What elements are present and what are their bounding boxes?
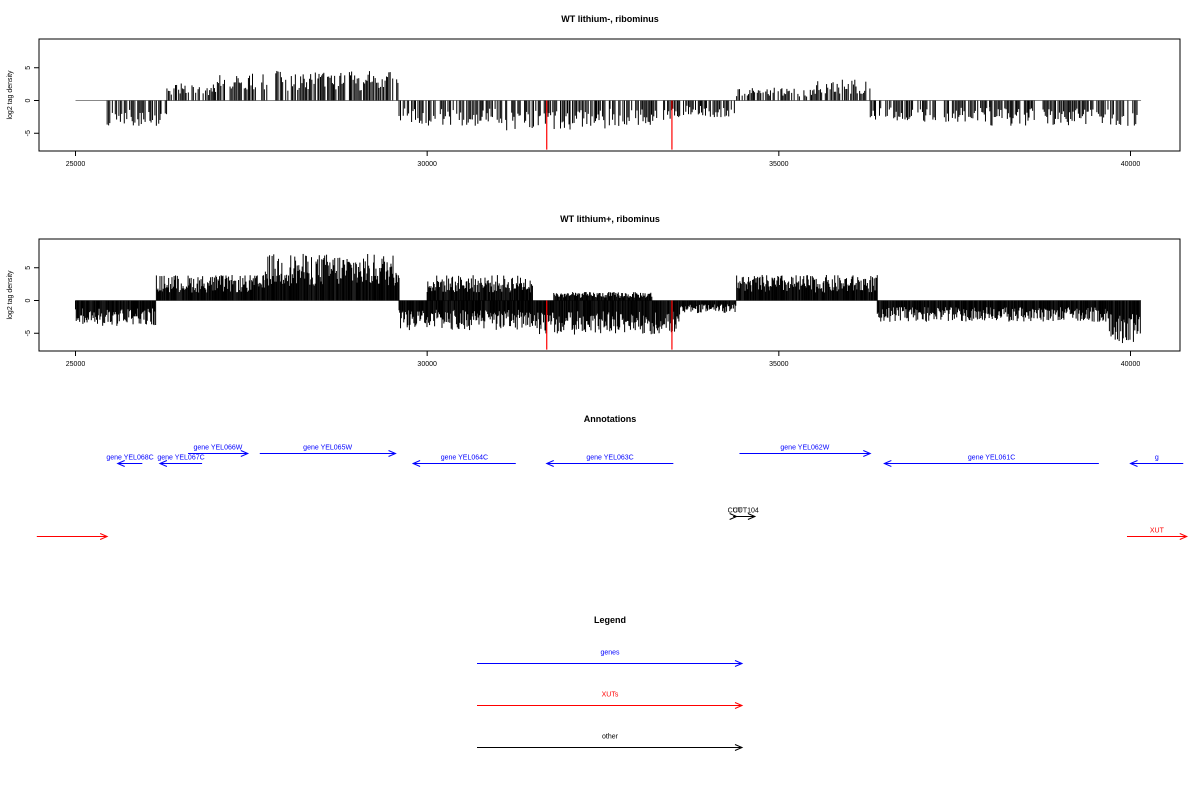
annotation-label: gene YEL062W: [780, 445, 829, 452]
annotation-feature: gene YEL064C: [411, 455, 516, 467]
y-tick-label: 0: [25, 98, 32, 102]
legend-item: XUTs: [477, 692, 744, 709]
annotation-arrowhead: [1129, 460, 1138, 467]
legend-label: XUTs: [602, 692, 619, 699]
panel-1-y-axis: -5 0 5: [25, 66, 39, 136]
annotation-feature: gene YEL063C: [545, 455, 674, 467]
panel-1-title: WT lithium-, ribominus: [561, 14, 659, 24]
annotation-label: CUT: [728, 508, 743, 515]
annotations-title: Annotations: [584, 414, 637, 424]
legend-label: other: [602, 734, 619, 741]
annotation-label: gene YEL068C: [106, 455, 153, 462]
annotation-arrowhead: [411, 460, 421, 467]
x-tick-label: 40000: [1121, 361, 1141, 368]
panel-2-title: WT lithium+, ribominus: [560, 214, 660, 224]
annotation-arrowhead: [1179, 533, 1189, 540]
annotation-feature: g: [1129, 455, 1184, 467]
panel-2-ylabel: log2 tag density: [7, 270, 14, 320]
annotation-arrowhead: [116, 460, 125, 467]
annotation-label: CUT104: [733, 508, 759, 515]
x-tick-label: 30000: [417, 161, 437, 168]
panel-2-x-axis: 25000 30000 35000 40000: [66, 351, 1141, 368]
annotation-arrowhead: [747, 513, 757, 520]
panel-lithium-plus: WT lithium+, ribominus log2 tag density …: [7, 214, 1181, 368]
annotation-arrowhead: [863, 450, 872, 457]
annotation-label: g: [1155, 455, 1159, 462]
annotations-track: Annotations gene YEL068C gene YEL067Cgene…: [36, 414, 1189, 540]
annotation-feature: gene YEL065W: [259, 445, 397, 457]
annotation-label: XUT: [1150, 528, 1165, 535]
annotation-feature: gene YEL066W: [188, 445, 250, 457]
x-tick-label: 25000: [66, 361, 86, 368]
annotation-feature: gene YEL067C: [157, 455, 205, 467]
panel-1-x-axis: 25000 30000 35000 40000: [66, 151, 1141, 168]
panel-lithium-minus: WT lithium-, ribominus log2 tag density …: [7, 14, 1181, 168]
y-tick-label: 5: [25, 266, 32, 270]
annotation-label: gene YEL067C: [157, 455, 204, 462]
annotation-arrowhead: [388, 450, 397, 457]
annotation-arrowhead: [99, 533, 109, 540]
legend-item: genes: [477, 650, 744, 667]
y-tick-label: 0: [25, 298, 32, 302]
annotation-label: gene YEL061C: [968, 455, 1015, 462]
x-tick-label: 35000: [769, 361, 789, 368]
y-tick-label: -5: [25, 330, 32, 336]
panel-1-frame: [38, 38, 1181, 152]
annotation-feature: gene YEL068C: [106, 455, 154, 467]
legend-arrowhead: [734, 660, 744, 667]
annotation-arrowhead: [240, 450, 250, 457]
legend-label: genes: [600, 650, 620, 657]
annotation-feature: gene YEL061C: [883, 455, 1099, 467]
annotation-feature: CUT: [728, 508, 743, 520]
legend-arrowhead: [734, 702, 744, 709]
annotation-label: gene YEL064C: [441, 455, 488, 462]
x-tick-label: 30000: [417, 361, 437, 368]
annotation-arrowhead: [883, 460, 892, 467]
x-tick-label: 40000: [1121, 161, 1141, 168]
annotation-feature: [36, 533, 109, 540]
panel-1-ylabel: log2 tag density: [7, 70, 14, 120]
annotation-feature: CUT104: [733, 508, 759, 520]
panel-2-y-axis: -5 0 5: [25, 266, 39, 336]
annotation-label: gene YEL066W: [193, 445, 242, 452]
panel-1-bars: [106, 70, 1138, 150]
annotation-arrowhead: [545, 460, 554, 467]
x-tick-label: 25000: [66, 161, 86, 168]
panel-2-bars: [75, 253, 1141, 350]
y-tick-label: 5: [25, 66, 32, 70]
legend: Legend genes XUTs other: [477, 615, 744, 751]
legend-items: genes XUTs other: [477, 650, 744, 751]
annotation-feature: gene YEL062W: [739, 445, 872, 457]
panel-2-frame: [38, 238, 1181, 352]
annotation-feature: XUT: [1126, 528, 1189, 540]
x-tick-label: 35000: [769, 161, 789, 168]
annotation-label: gene YEL063C: [586, 455, 633, 462]
annotation-features: gene YEL068C gene YEL067C gene YEL066W gene…: [36, 445, 1189, 540]
legend-item: other: [477, 734, 744, 751]
annotation-label: gene YEL065W: [303, 445, 352, 452]
annotation-arrowhead: [729, 513, 738, 520]
legend-arrowhead: [734, 744, 744, 751]
legend-title: Legend: [594, 615, 626, 625]
annotation-arrowhead: [158, 460, 168, 467]
y-tick-label: -5: [25, 130, 32, 136]
